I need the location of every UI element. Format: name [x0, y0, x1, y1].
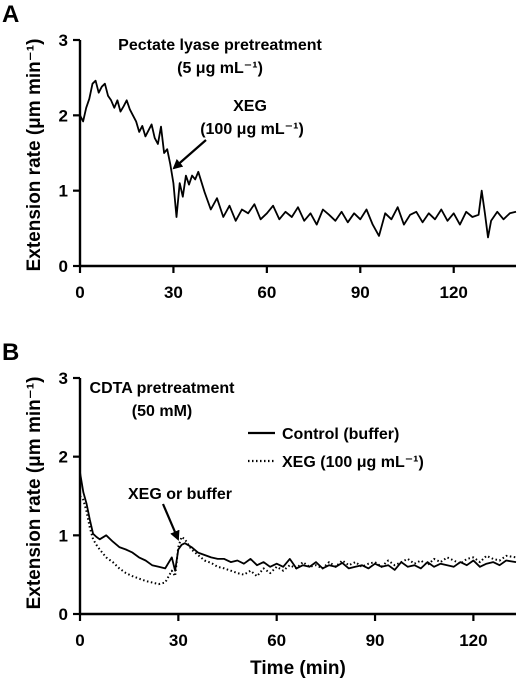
panel-b-x-tick-label: 60: [267, 631, 286, 650]
legend-label-xeg: XEG (100 μg mL⁻¹): [282, 454, 424, 471]
panel-b-x-tick-label: 0: [75, 631, 84, 650]
panel-b-arrow-label: XEG or buffer: [128, 486, 232, 503]
panel-a-y-tick-label: 0: [59, 257, 68, 276]
panel-b-x-tick-label: 120: [459, 631, 487, 650]
panel-b-title-line-2: (50 mM): [132, 403, 192, 420]
legend-label-control: Control (buffer): [282, 426, 399, 443]
panel-b-y-tick-label: 0: [59, 605, 68, 624]
panel-b-series-1-line: [79, 472, 517, 572]
panel-a-y-tick-label: 1: [59, 182, 68, 201]
panel-a-title-line-2: (5 μg mL⁻¹): [177, 60, 263, 77]
panel-b-y-tick-label: 1: [59, 526, 68, 545]
panel-a-x-tick-label: 0: [75, 283, 84, 302]
panel-a-chart: A Extension rate (μm min⁻¹) Pectate lyas…: [2, 1, 517, 302]
panel-b-annotation-arrow: [161, 503, 180, 541]
panel-a-y-axis-title: Extension rate (μm min⁻¹): [24, 39, 45, 272]
panel-a-arrow-label-line-1: XEG: [233, 98, 267, 115]
panel-b-x-tick-label: 30: [169, 631, 188, 650]
panel-a-x-tick-label: 120: [440, 283, 468, 302]
panel-a-y-tick-label: 3: [59, 31, 68, 50]
panel-a-series-1-line: [79, 79, 517, 239]
panel-b-series-2-line: [79, 495, 517, 586]
panel-b-series-group: [79, 472, 517, 586]
panel-b-y-axis-title: Extension rate (μm min⁻¹): [24, 377, 45, 610]
panel-b-chart: B Extension rate (μm min⁻¹) Time (min) C…: [2, 339, 517, 679]
panel-b-y-tick-label: 2: [59, 448, 68, 467]
panel-a-x-tick-label: 60: [257, 283, 276, 302]
panel-b-title-line-1: CDTA pretreatment: [90, 380, 236, 397]
panel-a-series-group: [79, 79, 517, 239]
panel-a-letter: A: [2, 1, 19, 28]
panel-a-arrow-label-line-2: (100 μg mL⁻¹): [200, 121, 304, 138]
panel-b-x-axis-title: Time (min): [250, 658, 346, 679]
panel-a-x-tick-label: 30: [164, 283, 183, 302]
panel-b-legend: Control (buffer) XEG (100 μg mL⁻¹): [248, 426, 424, 471]
panel-a-annotation-arrow: [172, 139, 207, 170]
panel-a-y-tick-label: 2: [59, 106, 68, 125]
panel-b-x-tick-label: 90: [366, 631, 385, 650]
panel-b-letter: B: [2, 339, 19, 366]
panel-b-y-tick-label: 3: [59, 369, 68, 388]
panel-a-title-line-1: Pectate lyase pretreatment: [118, 37, 322, 54]
panel-a-x-tick-label: 90: [351, 283, 370, 302]
